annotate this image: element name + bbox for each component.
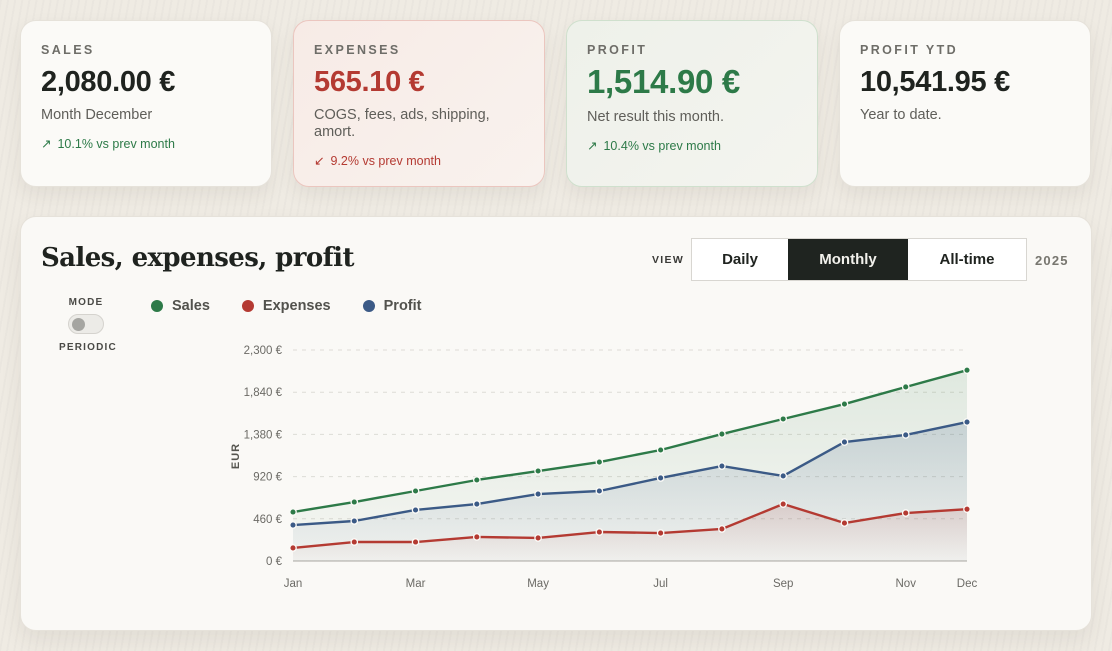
- profit-data-point[interactable]: [901, 431, 910, 439]
- x-tick-label: Nov: [896, 578, 917, 590]
- expenses-data-point[interactable]: [411, 538, 420, 546]
- kpi-delta: ↙ 9.2% vs prev month: [314, 153, 441, 169]
- kpi-card-profit: PROFIT 1,514.90 € Net result this month.…: [566, 20, 818, 187]
- expenses-data-point[interactable]: [289, 544, 297, 552]
- sales-data-point[interactable]: [840, 400, 849, 408]
- y-tick-label: 460 €: [253, 514, 282, 526]
- legend-item-expenses[interactable]: Expenses: [241, 298, 331, 314]
- profit-dot-icon: [362, 300, 375, 312]
- year-label: 2025: [1035, 253, 1069, 268]
- sales-data-point[interactable]: [718, 430, 726, 438]
- sales-data-point[interactable]: [656, 446, 665, 454]
- kpi-subtitle: Net result this month.: [587, 109, 724, 125]
- view-option-monthly[interactable]: Monthly: [788, 239, 908, 280]
- y-axis-label: EUR: [230, 443, 242, 469]
- sales-data-point[interactable]: [289, 508, 297, 516]
- sales-data-point[interactable]: [350, 498, 359, 506]
- kpi-label: EXPENSES: [314, 43, 401, 57]
- expenses-data-point[interactable]: [718, 525, 726, 533]
- expenses-data-point[interactable]: [350, 538, 359, 546]
- sales-line: [292, 369, 968, 514]
- line-chart: 0 € 460 € 920 € 1,380 € 1,840 € 2,300 € Jan Ma…: [230, 345, 978, 590]
- profit-data-point[interactable]: [718, 462, 726, 470]
- profit-data-point[interactable]: [779, 472, 788, 480]
- expenses-line: [292, 502, 968, 550]
- sales-data-point[interactable]: [411, 487, 420, 495]
- kpi-label: PROFIT: [587, 43, 648, 57]
- expenses-data-point[interactable]: [779, 500, 788, 508]
- expenses-data-point[interactable]: [534, 534, 542, 542]
- profit-data-point[interactable]: [840, 438, 849, 446]
- x-tick-label: Dec: [957, 578, 978, 590]
- y-tick-label: 0 €: [266, 556, 283, 568]
- mode-toggle[interactable]: [68, 314, 104, 334]
- arrow-down-left-icon: ↙: [314, 154, 325, 168]
- y-tick-label: 1,380 €: [244, 429, 283, 441]
- profit-data-point[interactable]: [472, 500, 481, 508]
- profit-data-point[interactable]: [963, 418, 971, 426]
- mode-value: PERIODIC: [59, 342, 117, 353]
- expenses-data-point[interactable]: [840, 519, 849, 527]
- arrow-up-right-icon: ↗: [587, 139, 598, 153]
- kpi-card-expenses: EXPENSES 565.10 € COGS, fees, ads, shipp…: [293, 20, 545, 187]
- kpi-card-sales: SALES 2,080.00 € Month December ↗ 10.1% …: [20, 20, 272, 187]
- profit-data-point[interactable]: [534, 490, 542, 498]
- kpi-subtitle: Year to date.: [860, 107, 942, 123]
- x-tick-label: Sep: [773, 578, 793, 590]
- kpi-value: 10,541.95 €: [860, 66, 1010, 98]
- expenses-data-point[interactable]: [656, 529, 665, 537]
- profit-data-point[interactable]: [656, 474, 665, 482]
- kpi-delta: ↗ 10.4% vs prev month: [587, 138, 721, 154]
- expenses-data-point[interactable]: [472, 533, 481, 541]
- sales-data-point[interactable]: [963, 366, 971, 375]
- view-segmented-control: Daily Monthly All-time: [691, 238, 1027, 281]
- kpi-value: 565.10 €: [314, 66, 425, 98]
- view-option-daily[interactable]: Daily: [722, 251, 758, 268]
- legend-item-profit[interactable]: Profit: [362, 298, 421, 314]
- kpi-value: 2,080.00 €: [41, 66, 176, 98]
- view-option-all-time[interactable]: All-time: [939, 251, 995, 268]
- x-tick-label: Jan: [284, 578, 303, 590]
- x-tick-label: Mar: [406, 578, 426, 590]
- mode-label: MODE: [68, 297, 104, 308]
- y-tick-label: 1,840 €: [244, 387, 283, 399]
- legend-item-sales[interactable]: Sales: [151, 298, 210, 314]
- mode-control: MODE PERIODIC: [59, 297, 117, 353]
- kpi-label: SALES: [41, 43, 95, 57]
- kpi-subtitle: COGS, fees, ads, shipping, amort.: [314, 107, 490, 140]
- chart-legend: Sales Expenses Profit: [151, 298, 421, 314]
- kpi-value: 1,514.90 €: [587, 63, 740, 100]
- kpi-delta: ↗ 10.1% vs prev month: [41, 136, 175, 152]
- kpi-card-profit-ytd: PROFIT YTD 10,541.95 € Year to date.: [839, 20, 1091, 187]
- y-tick-label: 920 €: [253, 472, 282, 484]
- sales-data-point[interactable]: [595, 458, 604, 466]
- y-tick-label: 2,300 €: [244, 345, 283, 357]
- profit-line: [292, 420, 968, 527]
- profit-data-point[interactable]: [289, 521, 297, 529]
- expenses-data-point[interactable]: [595, 528, 604, 536]
- sales-data-point[interactable]: [472, 476, 481, 484]
- view-label: VIEW: [652, 254, 685, 266]
- sales-data-point[interactable]: [779, 415, 788, 423]
- kpi-subtitle: Month December: [41, 107, 153, 123]
- profit-data-point[interactable]: [350, 517, 359, 525]
- sales-data-point[interactable]: [534, 467, 542, 475]
- profit-data-point[interactable]: [411, 506, 420, 514]
- chart-panel: Sales, expenses, profit VIEW Daily Month…: [20, 216, 1092, 631]
- kpi-label: PROFIT YTD: [860, 43, 959, 57]
- arrow-up-right-icon: ↗: [41, 137, 52, 151]
- sales-dot-icon: [151, 300, 163, 312]
- x-tick-label: Jul: [653, 578, 668, 590]
- expenses-data-point[interactable]: [963, 505, 971, 514]
- expenses-dot-icon: [241, 300, 254, 312]
- profit-data-point[interactable]: [595, 487, 604, 495]
- chart-title: Sales, expenses, profit: [41, 243, 354, 273]
- expenses-data-point[interactable]: [901, 509, 910, 517]
- sales-data-point[interactable]: [901, 383, 910, 391]
- x-tick-label: May: [527, 578, 549, 590]
